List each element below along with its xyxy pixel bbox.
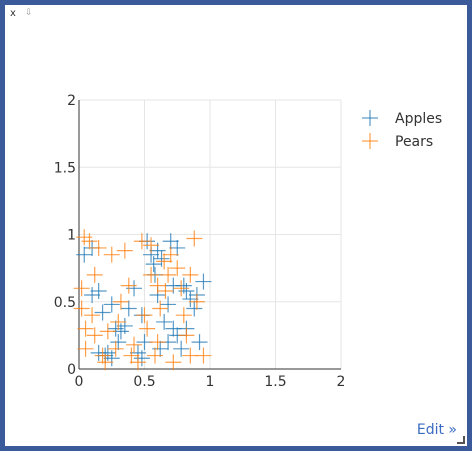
legend[interactable]: Apples Pears: [362, 110, 442, 150]
data-point: [173, 340, 190, 357]
data-point: [182, 266, 199, 283]
data-point: [112, 293, 129, 310]
data-point: [149, 334, 166, 351]
legend-item[interactable]: Pears: [362, 133, 433, 150]
data-point: [76, 246, 93, 263]
data-point: [143, 266, 160, 283]
data-point: [103, 246, 120, 263]
data-point: [146, 347, 163, 364]
data-point: [103, 296, 120, 313]
y-tick-label: 1: [67, 228, 76, 244]
data-point: [165, 354, 182, 371]
data-point: [162, 246, 179, 263]
y-tick-label: 0.5: [54, 295, 76, 311]
data-point: [156, 253, 173, 270]
data-point: [73, 280, 90, 297]
data-point: [90, 344, 107, 361]
legend-item[interactable]: Apples: [362, 110, 442, 127]
data-point: [94, 304, 111, 321]
data-point: [110, 313, 127, 330]
data-point: [103, 350, 120, 367]
data-point: [99, 323, 116, 340]
legend-marker: [362, 133, 378, 149]
data-point: [143, 237, 160, 254]
data-point: [195, 347, 212, 364]
data-point: [169, 239, 186, 256]
data-point: [97, 354, 114, 371]
data-point: [120, 300, 137, 317]
data-point: [116, 242, 133, 259]
data-points: [73, 229, 212, 371]
edit-link[interactable]: Edit »: [416, 422, 457, 438]
data-point: [123, 347, 140, 364]
data-point: [77, 320, 94, 337]
grid-lines: [79, 99, 342, 369]
axes: [78, 100, 341, 370]
data-point: [126, 336, 143, 353]
data-point: [153, 250, 170, 267]
data-point: [133, 233, 150, 250]
y-tick-label: 0: [67, 362, 76, 378]
data-point: [110, 334, 127, 351]
data-point: [169, 260, 186, 277]
data-point: [139, 320, 156, 337]
data-point: [73, 300, 90, 317]
data-point: [120, 277, 137, 294]
legend-label: Apples: [395, 111, 442, 127]
data-point: [86, 327, 103, 344]
data-point: [186, 230, 203, 247]
data-point: [175, 307, 192, 324]
data-point: [94, 347, 111, 364]
data-point: [107, 340, 124, 357]
x-tick-label: 1.5: [264, 374, 286, 390]
data-point: [133, 350, 150, 367]
data-point: [162, 233, 179, 250]
data-point: [116, 317, 133, 334]
data-point: [81, 233, 98, 250]
data-point: [90, 282, 107, 299]
data-point: [191, 334, 208, 351]
legend-label: Pears: [395, 134, 433, 150]
data-point: [160, 266, 177, 283]
data-point: [90, 239, 107, 256]
legend-marker: [362, 110, 378, 126]
data-point: [129, 354, 146, 371]
data-point: [156, 313, 173, 330]
data-point: [186, 300, 203, 317]
data-point: [173, 280, 190, 297]
pin-icon[interactable]: ⇩: [25, 8, 33, 18]
y-tick-label: 1.5: [54, 160, 76, 176]
scatter-plot: 0 0.5 1 1.5 2 0 0.5 1 1.5 2 Apples Pears: [54, 93, 442, 390]
close-button[interactable]: x: [10, 8, 16, 19]
data-point: [77, 340, 94, 357]
data-point: [157, 282, 174, 299]
data-point: [136, 307, 153, 324]
x-tick-label: 2: [337, 374, 346, 390]
x-tick-label: 0.5: [133, 374, 155, 390]
tick-labels: 0 0.5 1 1.5 2 0 0.5 1 1.5 2: [54, 93, 346, 390]
x-tick-label: 0: [75, 374, 84, 390]
data-point: [152, 300, 169, 317]
data-point: [188, 293, 205, 310]
resize-handle-icon[interactable]: [457, 436, 465, 444]
data-point: [178, 327, 195, 344]
x-tick-label: 1: [206, 374, 215, 390]
data-point: [84, 307, 101, 324]
data-point: [160, 296, 177, 313]
y-tick-label: 2: [67, 93, 76, 109]
data-point: [195, 273, 212, 290]
chart-widget: x ⇩ 0 0.5 1 1.5 2 0 0.5 1 1.5 2 Apples Pears Edit …: [5, 5, 467, 446]
data-point: [84, 287, 101, 304]
data-point: [182, 291, 199, 308]
data-point: [86, 266, 103, 283]
